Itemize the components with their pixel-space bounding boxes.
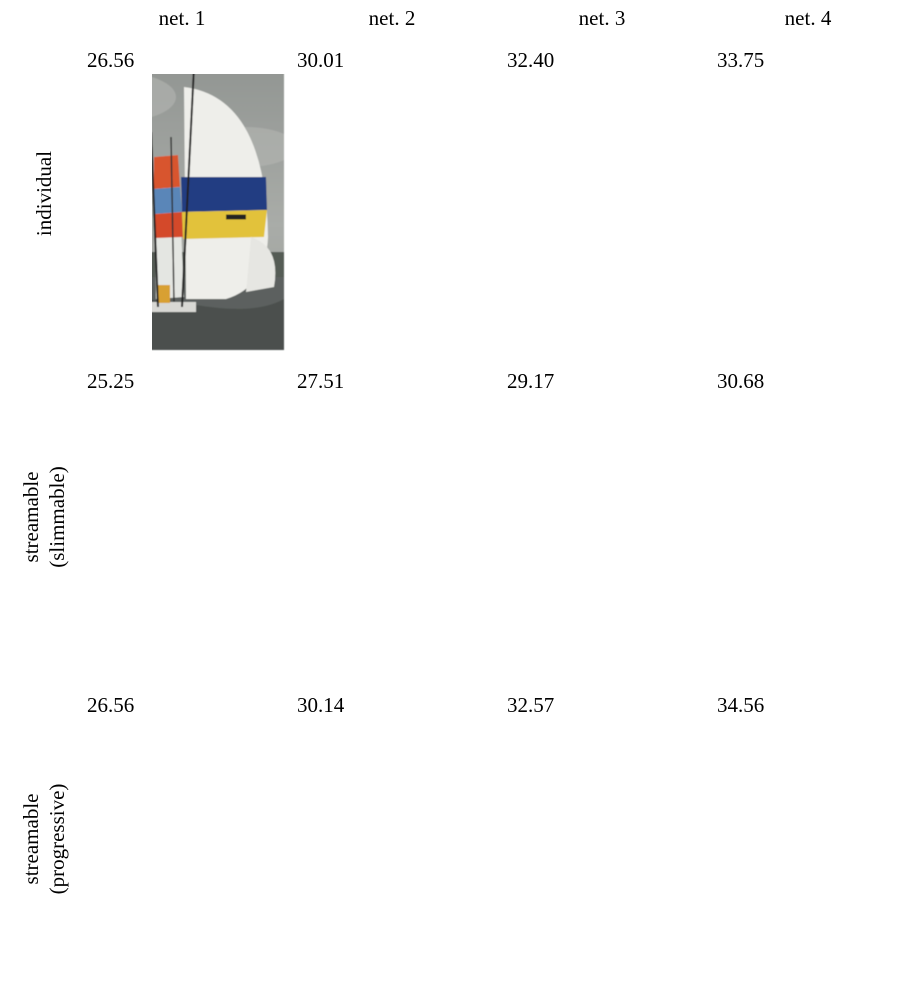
sailboat-image (56, 358, 296, 676)
image-cell: 29.17 (476, 358, 716, 676)
sailboat-image (476, 37, 716, 350)
psnr-label: 32.40 (507, 48, 554, 72)
psnr-label: 30.01 (297, 48, 344, 72)
row-label: streamable (19, 794, 43, 885)
image-cell: 30.01 (266, 37, 506, 350)
row-label: individual (32, 151, 56, 236)
image-cell: 32.40 (476, 37, 716, 350)
psnr-label: 30.68 (717, 369, 764, 393)
image-cell: 27.51 (266, 358, 506, 676)
sailboat-image (687, 682, 906, 996)
image-cell: 30.14 (266, 682, 506, 996)
psnr-label: 32.57 (507, 693, 554, 717)
image-cell: 32.57 (476, 682, 716, 996)
psnr-label: 25.25 (87, 369, 134, 393)
sailboat-image (56, 37, 296, 350)
sailboat-image (56, 682, 296, 996)
sailboat-image (266, 682, 506, 996)
row-label: (progressive) (45, 784, 69, 895)
image-cell: 26.56 (56, 682, 296, 996)
image-cell: 26.56 (56, 37, 296, 350)
image-cell: 33.75 (687, 37, 906, 350)
image-cell: 34.56 (687, 682, 906, 996)
psnr-label: 27.51 (297, 369, 344, 393)
sailboat-image (687, 37, 906, 350)
column-header: net. 3 (579, 6, 626, 30)
sailboat-image (476, 682, 716, 996)
psnr-label: 34.56 (717, 693, 764, 717)
psnr-label: 26.56 (87, 693, 134, 717)
row-label: streamable (19, 472, 43, 563)
sailboat-image (266, 37, 506, 350)
sailboat-image (476, 358, 716, 676)
column-header: net. 2 (369, 6, 416, 30)
psnr-label: 26.56 (87, 48, 134, 72)
psnr-label: 33.75 (717, 48, 764, 72)
column-header: net. 4 (785, 6, 832, 30)
sailboat-image (266, 358, 506, 676)
figure: net. 1 net. 2 net. 3 net. 4 individual 26.56 3… (0, 0, 906, 998)
column-header: net. 1 (159, 6, 206, 30)
sailboat-image (687, 358, 906, 676)
row-label: (slimmable) (45, 466, 69, 567)
psnr-label: 30.14 (297, 693, 345, 717)
image-cell: 25.25 (56, 358, 296, 676)
image-cell: 30.68 (687, 358, 906, 676)
psnr-label: 29.17 (507, 369, 554, 393)
